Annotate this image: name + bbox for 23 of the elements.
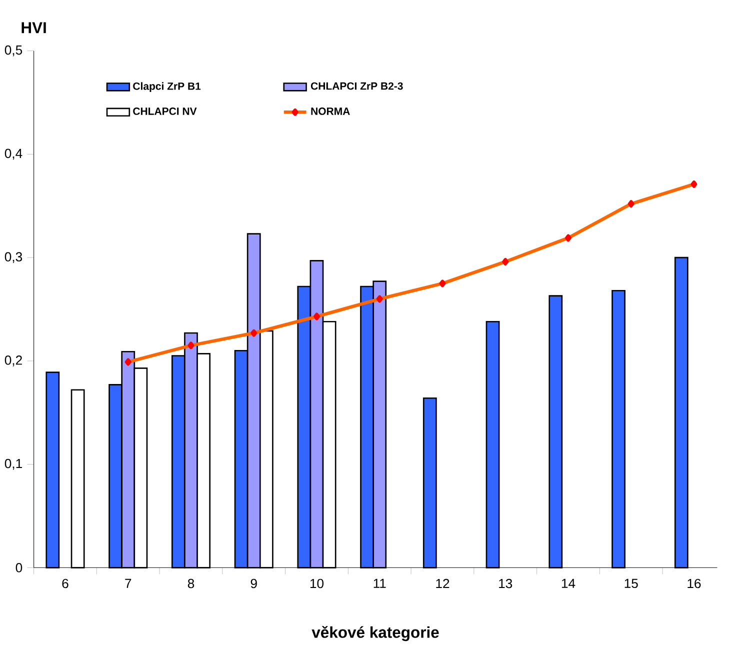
legend-label: Clapci ZrP B1	[133, 82, 201, 92]
x-tick-label: 8	[188, 578, 194, 588]
y-axis-title: HVI	[22, 22, 46, 33]
x-tick-label: 16	[688, 578, 701, 588]
x-tick-label: 15	[624, 578, 638, 588]
legend-label: CHLAPCI NV	[133, 107, 197, 115]
x-axis-title: věkové kategorie	[312, 626, 439, 641]
legend-label: NORMA	[311, 107, 350, 115]
y-tick-label: 0,4	[4, 148, 22, 160]
x-tick-label: 12	[436, 578, 450, 588]
x-tick-label: 7	[125, 578, 132, 588]
x-tick-label: 9	[250, 578, 257, 588]
y-tick-label: 0,5	[4, 45, 22, 56]
y-tick-label: 0,1	[4, 458, 22, 470]
x-tick-label: 14	[562, 578, 576, 588]
y-tick-label: 0	[16, 562, 22, 572]
legend-label: CHLAPCI ZrP B2-3	[310, 82, 403, 90]
x-tick-label: 6	[62, 578, 68, 588]
x-tick-label: 10	[310, 578, 324, 588]
y-tick-label: 0,2	[4, 355, 22, 366]
x-tick-label: 11	[374, 578, 386, 588]
y-tick-label: 0,3	[4, 252, 22, 263]
x-tick-label: 13	[499, 578, 512, 588]
